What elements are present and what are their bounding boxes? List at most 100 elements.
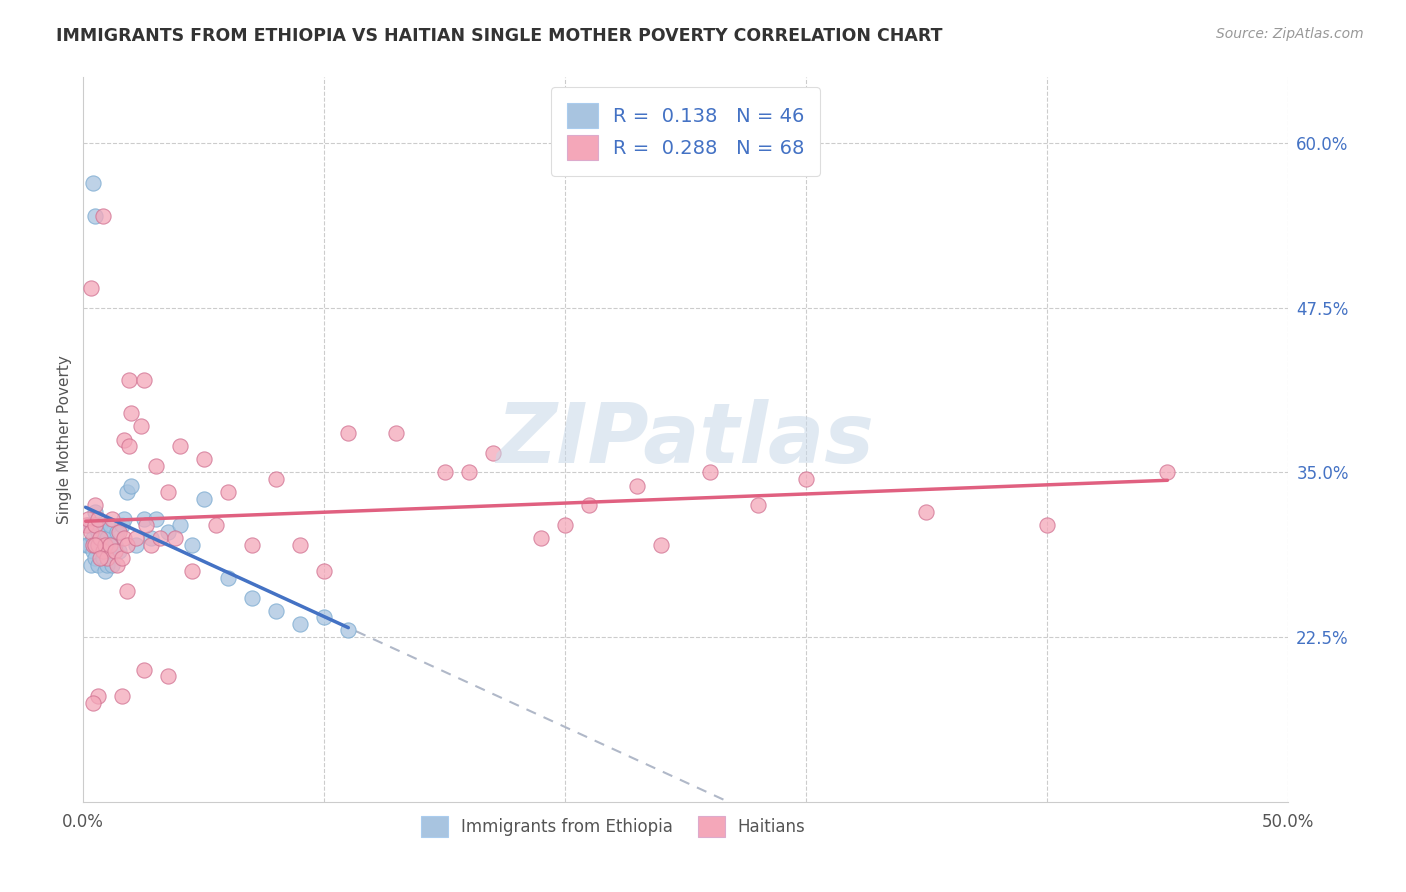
Point bbox=[554, 518, 576, 533]
Point bbox=[121, 478, 143, 492]
Point bbox=[87, 511, 110, 525]
Point bbox=[75, 538, 97, 552]
Point bbox=[91, 209, 114, 223]
Point bbox=[314, 564, 336, 578]
Point bbox=[337, 425, 360, 440]
Point bbox=[104, 538, 127, 552]
Point bbox=[96, 531, 118, 545]
Point bbox=[104, 544, 127, 558]
Point bbox=[794, 472, 817, 486]
Point bbox=[132, 373, 155, 387]
Point bbox=[145, 458, 167, 473]
Point bbox=[77, 511, 100, 525]
Point bbox=[457, 466, 479, 480]
Point bbox=[89, 551, 111, 566]
Point bbox=[385, 425, 408, 440]
Point bbox=[82, 176, 104, 190]
Point bbox=[193, 452, 215, 467]
Point bbox=[204, 518, 226, 533]
Point bbox=[108, 524, 131, 539]
Point bbox=[91, 524, 114, 539]
Point bbox=[96, 558, 118, 572]
Point bbox=[82, 544, 104, 558]
Point bbox=[112, 433, 135, 447]
Point bbox=[118, 373, 141, 387]
Point bbox=[149, 531, 172, 545]
Point bbox=[84, 538, 107, 552]
Point bbox=[337, 624, 360, 638]
Point bbox=[288, 538, 311, 552]
Point bbox=[98, 538, 121, 552]
Point bbox=[105, 558, 128, 572]
Point bbox=[79, 524, 101, 539]
Point bbox=[139, 538, 162, 552]
Point bbox=[1036, 518, 1059, 533]
Point bbox=[82, 696, 104, 710]
Point bbox=[91, 544, 114, 558]
Point bbox=[89, 531, 111, 545]
Point bbox=[115, 485, 138, 500]
Point bbox=[79, 558, 101, 572]
Point bbox=[87, 690, 110, 704]
Text: ZIPatlas: ZIPatlas bbox=[496, 399, 875, 480]
Y-axis label: Single Mother Poverty: Single Mother Poverty bbox=[58, 355, 72, 524]
Point bbox=[132, 663, 155, 677]
Point bbox=[121, 406, 143, 420]
Point bbox=[79, 281, 101, 295]
Point bbox=[1156, 466, 1178, 480]
Point bbox=[530, 531, 553, 545]
Text: Source: ZipAtlas.com: Source: ZipAtlas.com bbox=[1216, 27, 1364, 41]
Point bbox=[101, 558, 124, 572]
Point bbox=[84, 209, 107, 223]
Point bbox=[139, 531, 162, 545]
Point bbox=[915, 505, 938, 519]
Point bbox=[169, 518, 191, 533]
Point bbox=[111, 690, 134, 704]
Point bbox=[217, 485, 239, 500]
Point bbox=[79, 518, 101, 533]
Point bbox=[169, 439, 191, 453]
Point bbox=[115, 538, 138, 552]
Point bbox=[264, 604, 287, 618]
Point bbox=[156, 485, 179, 500]
Point bbox=[105, 524, 128, 539]
Point bbox=[193, 491, 215, 506]
Point bbox=[87, 558, 110, 572]
Point bbox=[77, 518, 100, 533]
Point bbox=[125, 538, 148, 552]
Point bbox=[135, 518, 157, 533]
Point bbox=[101, 511, 124, 525]
Point bbox=[94, 564, 117, 578]
Point bbox=[112, 511, 135, 525]
Text: IMMIGRANTS FROM ETHIOPIA VS HAITIAN SINGLE MOTHER POVERTY CORRELATION CHART: IMMIGRANTS FROM ETHIOPIA VS HAITIAN SING… bbox=[56, 27, 943, 45]
Point bbox=[87, 538, 110, 552]
Point bbox=[89, 538, 111, 552]
Point bbox=[75, 518, 97, 533]
Point bbox=[156, 524, 179, 539]
Point bbox=[98, 538, 121, 552]
Point bbox=[132, 511, 155, 525]
Point bbox=[125, 531, 148, 545]
Point bbox=[84, 518, 107, 533]
Point bbox=[84, 499, 107, 513]
Point bbox=[91, 551, 114, 566]
Point bbox=[314, 610, 336, 624]
Point bbox=[77, 538, 100, 552]
Point bbox=[578, 499, 600, 513]
Point bbox=[94, 538, 117, 552]
Point bbox=[129, 419, 152, 434]
Point bbox=[217, 571, 239, 585]
Point bbox=[96, 551, 118, 566]
Point bbox=[240, 538, 263, 552]
Point bbox=[111, 518, 134, 533]
Point bbox=[84, 505, 107, 519]
Point bbox=[89, 518, 111, 533]
Point bbox=[94, 544, 117, 558]
Point bbox=[108, 544, 131, 558]
Point bbox=[156, 669, 179, 683]
Point bbox=[84, 538, 107, 552]
Point bbox=[288, 616, 311, 631]
Point bbox=[82, 538, 104, 552]
Point bbox=[82, 531, 104, 545]
Point bbox=[180, 538, 202, 552]
